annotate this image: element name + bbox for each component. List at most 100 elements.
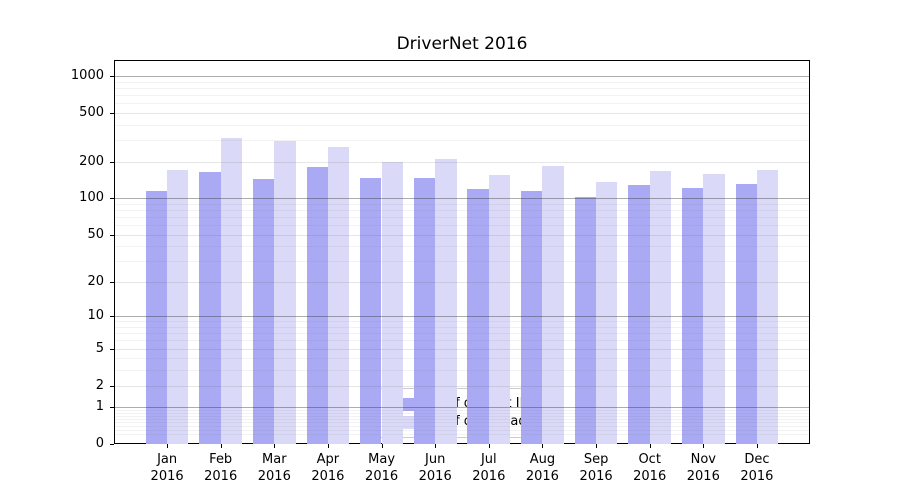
x-tick-mark-jan-2016 [167, 444, 169, 448]
gridline-minor-3 [115, 370, 809, 372]
x-tick-label-may-2016: May 2016 [365, 452, 399, 484]
x-tick-label-nov-2016: Nov 2016 [686, 452, 720, 484]
gridline-major-1 [115, 407, 809, 409]
y-tick-mark-50 [110, 234, 114, 236]
bar-nb-of-distinct-ips-feb [199, 171, 221, 444]
y-tick-mark-100 [110, 198, 114, 200]
bar-nb-of-distinct-ips-mar [252, 178, 275, 444]
y-tick-label-10: 10 [87, 308, 104, 324]
y-tick-mark-5 [110, 348, 114, 350]
gridline-minor-700 [115, 95, 809, 97]
bar-nb-of-downloads-feb [220, 137, 243, 444]
gridline-minor-9 [115, 321, 809, 323]
gridline-major-100 [115, 198, 809, 200]
bar-nb-of-distinct-ips-nov [681, 187, 704, 444]
x-tick-label-sep-2016: Sep 2016 [579, 452, 613, 484]
bar-nb-of-downloads-may [381, 161, 403, 444]
bar-nb-of-distinct-ips-aug [521, 191, 543, 444]
gridline-minor-0.6 [115, 419, 809, 420]
bar-nb-of-distinct-ips-may [360, 178, 382, 444]
gridline-20 [115, 281, 809, 283]
gridline-minor-30 [115, 261, 809, 263]
y-tick-mark-2 [110, 385, 114, 387]
y-tick-label-0: 0 [95, 436, 104, 451]
y-tick-label-20: 20 [87, 273, 104, 289]
gridline-minor-70 [115, 217, 809, 218]
gridline-minor-6 [115, 340, 809, 342]
bar-nb-of-downloads-nov [703, 173, 725, 444]
x-tick-mark-jul-2016 [488, 444, 490, 448]
x-tick-mark-mar-2016 [274, 444, 276, 448]
gridline-minor-900 [115, 81, 809, 83]
bar-nb-of-distinct-ips-jan [145, 190, 167, 444]
x-tick-mark-oct-2016 [649, 444, 651, 448]
bar-nb-of-downloads-jun [435, 158, 457, 444]
x-tick-mark-may-2016 [381, 444, 383, 448]
gridline-2 [115, 385, 809, 387]
y-tick-mark-0 [110, 444, 114, 445]
y-tick-label-500: 500 [79, 105, 104, 120]
gridline-minor-400 [115, 124, 809, 126]
bar-nb-of-downloads-jan [167, 169, 189, 444]
bar-nb-of-distinct-ips-dec [735, 184, 757, 444]
gridline-minor-0.8 [115, 412, 809, 414]
gridline-minor-8 [115, 327, 809, 328]
y-tick-mark-20 [110, 281, 114, 283]
gridline-minor-7 [115, 333, 809, 335]
x-tick-label-apr-2016: Apr 2016 [311, 452, 345, 484]
bar-nb-of-distinct-ips-oct [628, 184, 650, 444]
y-tick-label-100: 100 [79, 190, 104, 206]
gridline-minor-0.7 [115, 415, 809, 417]
gridline-200 [115, 161, 809, 163]
y-tick-mark-1000 [110, 76, 114, 78]
y-tick-label-50: 50 [87, 226, 104, 242]
y-tick-label-1: 1 [95, 399, 104, 415]
bar-nb-of-downloads-sep [596, 182, 618, 444]
x-tick-mark-feb-2016 [220, 444, 222, 448]
chart-title: DriverNet 2016 [396, 34, 528, 54]
x-tick-label-aug-2016: Aug 2016 [525, 452, 559, 484]
bar-nb-of-distinct-ips-sep [574, 197, 596, 444]
x-tick-mark-apr-2016 [327, 444, 329, 448]
y-tick-label-5: 5 [95, 340, 104, 356]
gridline-major-1000 [115, 76, 809, 78]
gridline-minor-300 [115, 140, 809, 142]
y-tick-label-200: 200 [79, 153, 104, 169]
bar-nb-of-distinct-ips-jun [413, 178, 436, 444]
y-tick-mark-200 [110, 161, 114, 163]
y-tick-mark-10 [110, 316, 114, 318]
bar-nb-of-downloads-aug [542, 166, 564, 444]
x-tick-mark-aug-2016 [542, 444, 544, 448]
y-tick-mark-1 [110, 407, 114, 409]
x-tick-label-jan-2016: Jan 2016 [150, 452, 184, 484]
x-tick-mark-sep-2016 [596, 444, 598, 448]
gridline-minor-0.9 [115, 409, 809, 411]
y-tick-label-1000: 1000 [70, 68, 104, 84]
x-tick-label-jun-2016: Jun 2016 [418, 452, 452, 484]
x-tick-label-oct-2016: Oct 2016 [633, 452, 667, 484]
gridline-minor-0.2 [115, 434, 809, 436]
x-tick-label-feb-2016: Feb 2016 [204, 452, 238, 484]
gridline-minor-60 [115, 225, 809, 227]
x-tick-label-jul-2016: Jul 2016 [472, 452, 506, 484]
bar-nb-of-downloads-jul [488, 174, 511, 444]
bar-nb-of-downloads-apr [327, 147, 350, 444]
gridline-5 [115, 348, 809, 350]
x-tick-label-mar-2016: Mar 2016 [257, 452, 291, 484]
y-tick-label-2: 2 [95, 377, 104, 393]
gridline-minor-4 [115, 358, 809, 360]
gridline-500 [115, 113, 809, 114]
bar-nb-of-downloads-dec [756, 169, 779, 444]
gridline-major-10 [115, 316, 809, 318]
bar-nb-of-downloads-oct [649, 170, 672, 444]
gridline-minor-40 [115, 246, 809, 248]
gridline-50 [115, 234, 809, 236]
bar-nb-of-downloads-mar [274, 140, 296, 444]
x-tick-mark-dec-2016 [756, 444, 758, 448]
bar-nb-of-distinct-ips-apr [306, 167, 328, 444]
gridline-minor-90 [115, 203, 809, 205]
x-tick-label-dec-2016: Dec 2016 [740, 452, 774, 484]
bar-nb-of-distinct-ips-jul [467, 189, 489, 444]
y-tick-mark-500 [110, 113, 114, 114]
